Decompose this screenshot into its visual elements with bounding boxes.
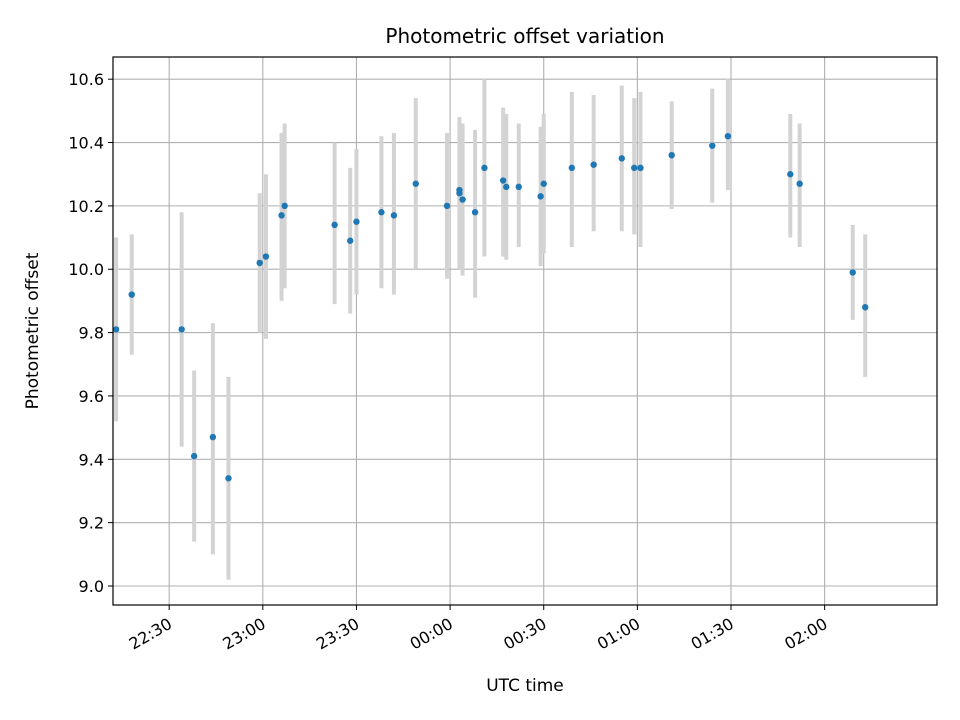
y-tick-label: 9.4	[79, 450, 104, 469]
data-point	[256, 259, 263, 267]
data-point	[262, 253, 270, 260]
y-tick-label: 10.2	[68, 197, 104, 216]
y-tick-label: 9.6	[79, 387, 104, 406]
data-point	[178, 326, 185, 333]
data-point	[481, 164, 488, 172]
data-point	[390, 212, 398, 219]
data-point	[590, 161, 597, 168]
data-point	[278, 212, 285, 219]
data-point	[353, 218, 360, 225]
data-point	[787, 171, 794, 178]
x-axis-label: UTC time	[486, 676, 564, 696]
data-point	[618, 155, 625, 162]
data-point	[443, 202, 451, 210]
data-point	[471, 209, 479, 216]
chart-title: Photometric offset variation	[385, 24, 664, 48]
data-point	[225, 475, 232, 482]
data-point	[637, 164, 644, 172]
y-tick-label: 9.8	[79, 324, 104, 343]
data-point	[347, 237, 354, 244]
data-point	[568, 164, 576, 172]
data-point	[515, 183, 522, 191]
data-point	[412, 180, 419, 187]
data-point	[537, 193, 544, 200]
data-point	[128, 291, 135, 298]
data-point	[849, 269, 856, 276]
data-point	[709, 142, 716, 149]
data-point	[499, 177, 507, 184]
data-point	[209, 433, 217, 441]
y-tick-label: 10.0	[68, 260, 104, 279]
data-point	[862, 304, 869, 311]
data-point	[796, 180, 803, 187]
marker-layer	[112, 132, 869, 482]
plot-frame	[112, 56, 938, 606]
data-point	[724, 132, 732, 140]
y-tick-label: 10.6	[68, 70, 104, 89]
data-point	[540, 180, 547, 187]
y-tick-label: 10.4	[68, 134, 104, 153]
data-point	[668, 151, 675, 159]
data-point	[631, 164, 638, 172]
data-point	[190, 452, 198, 460]
y-tick-label: 9.2	[79, 514, 104, 533]
y-axis-label: Photometric offset	[23, 252, 43, 409]
data-point	[112, 326, 120, 333]
grid-lines	[113, 57, 937, 605]
data-point	[331, 221, 338, 229]
data-point	[456, 186, 463, 194]
data-point	[459, 196, 466, 203]
data-point	[281, 202, 288, 210]
data-point	[503, 183, 510, 191]
y-tick-label: 9.0	[79, 577, 104, 596]
data-point	[378, 209, 385, 216]
